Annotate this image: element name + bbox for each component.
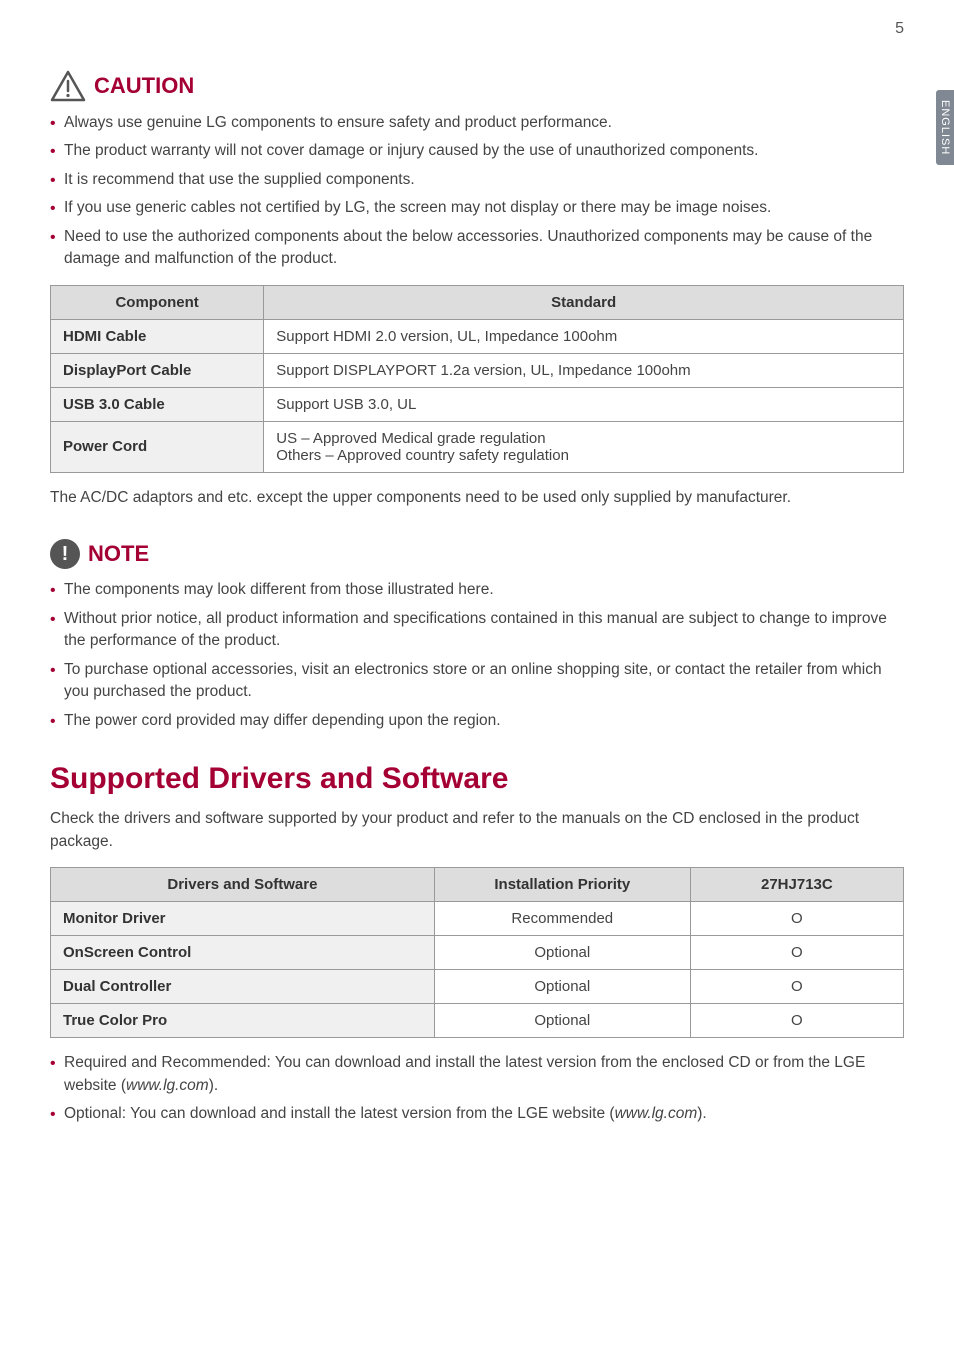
note-bullet: To purchase optional accessories, visit …: [50, 659, 904, 704]
drivers-table: Drivers and Software Installation Priori…: [50, 867, 904, 1038]
driver-priority: Optional: [434, 1004, 690, 1038]
caution-bullet: Need to use the authorized components ab…: [50, 226, 904, 271]
driver-support: O: [690, 1004, 903, 1038]
driver-name: Dual Controller: [51, 970, 435, 1004]
note-bullet: The power cord provided may differ depen…: [50, 710, 904, 732]
driver-name: OnScreen Control: [51, 936, 435, 970]
component-name: HDMI Cable: [51, 319, 264, 353]
driver-priority: Optional: [434, 970, 690, 1004]
caution-header: CAUTION: [50, 70, 904, 102]
page-number: 5: [895, 20, 904, 38]
drivers-header: Drivers and Software: [51, 868, 435, 902]
note-header: ! NOTE: [50, 539, 904, 569]
table-row: HDMI Cable Support HDMI 2.0 version, UL,…: [51, 319, 904, 353]
note-bullet-list: The components may look different from t…: [50, 579, 904, 732]
model-header: 27HJ713C: [690, 868, 903, 902]
driver-support: O: [690, 970, 903, 1004]
section-title: Supported Drivers and Software: [50, 762, 904, 796]
component-table: Component Standard HDMI Cable Support HD…: [50, 285, 904, 473]
caution-bullet-list: Always use genuine LG components to ensu…: [50, 112, 904, 271]
note-bullet: Without prior notice, all product inform…: [50, 608, 904, 653]
component-name: DisplayPort Cable: [51, 353, 264, 387]
standard-header: Standard: [264, 285, 904, 319]
driver-name: True Color Pro: [51, 1004, 435, 1038]
driver-support: O: [690, 936, 903, 970]
table-header-row: Component Standard: [51, 285, 904, 319]
footnote-list: Required and Recommended: You can downlo…: [50, 1052, 904, 1125]
drivers-intro: Check the drivers and software supported…: [50, 808, 904, 853]
table-row: True Color Pro Optional O: [51, 1004, 904, 1038]
driver-priority: Optional: [434, 936, 690, 970]
caution-bullet: If you use generic cables not certified …: [50, 197, 904, 219]
caution-bullet: The product warranty will not cover dama…: [50, 140, 904, 162]
table-row: USB 3.0 Cable Support USB 3.0, UL: [51, 387, 904, 421]
component-standard: Support USB 3.0, UL: [264, 387, 904, 421]
footnote-text: ).: [209, 1077, 218, 1094]
table-row: Power Cord US – Approved Medical grade r…: [51, 421, 904, 472]
table-row: OnScreen Control Optional O: [51, 936, 904, 970]
table-row: Dual Controller Optional O: [51, 970, 904, 1004]
driver-support: O: [690, 902, 903, 936]
footnote: Required and Recommended: You can downlo…: [50, 1052, 904, 1097]
component-header: Component: [51, 285, 264, 319]
language-tab: ENGLISH: [936, 90, 954, 165]
caution-bullet: Always use genuine LG components to ensu…: [50, 112, 904, 134]
note-icon: !: [50, 539, 80, 569]
power-cord-line1: US – Approved Medical grade regulation: [276, 430, 545, 447]
component-name: USB 3.0 Cable: [51, 387, 264, 421]
component-name: Power Cord: [51, 421, 264, 472]
component-standard: US – Approved Medical grade regulation O…: [264, 421, 904, 472]
note-bullet: The components may look different from t…: [50, 579, 904, 601]
driver-priority: Recommended: [434, 902, 690, 936]
table-row: Monitor Driver Recommended O: [51, 902, 904, 936]
driver-name: Monitor Driver: [51, 902, 435, 936]
priority-header: Installation Priority: [434, 868, 690, 902]
footnote: Optional: You can download and install t…: [50, 1103, 904, 1125]
note-title: NOTE: [88, 541, 149, 567]
footnote-link: www.lg.com: [615, 1105, 698, 1122]
power-cord-line2: Others – Approved country safety regulat…: [276, 447, 569, 464]
footnote-text: ).: [697, 1105, 706, 1122]
table-row: DisplayPort Cable Support DISPLAYPORT 1.…: [51, 353, 904, 387]
caution-title: CAUTION: [94, 73, 194, 99]
footnote-text: Optional: You can download and install t…: [64, 1105, 615, 1122]
footnote-link: www.lg.com: [126, 1077, 209, 1094]
table-header-row: Drivers and Software Installation Priori…: [51, 868, 904, 902]
after-table-paragraph: The AC/DC adaptors and etc. except the u…: [50, 487, 904, 509]
component-standard: Support HDMI 2.0 version, UL, Impedance …: [264, 319, 904, 353]
caution-bullet: It is recommend that use the supplied co…: [50, 169, 904, 191]
caution-icon: [50, 70, 86, 102]
component-standard: Support DISPLAYPORT 1.2a version, UL, Im…: [264, 353, 904, 387]
